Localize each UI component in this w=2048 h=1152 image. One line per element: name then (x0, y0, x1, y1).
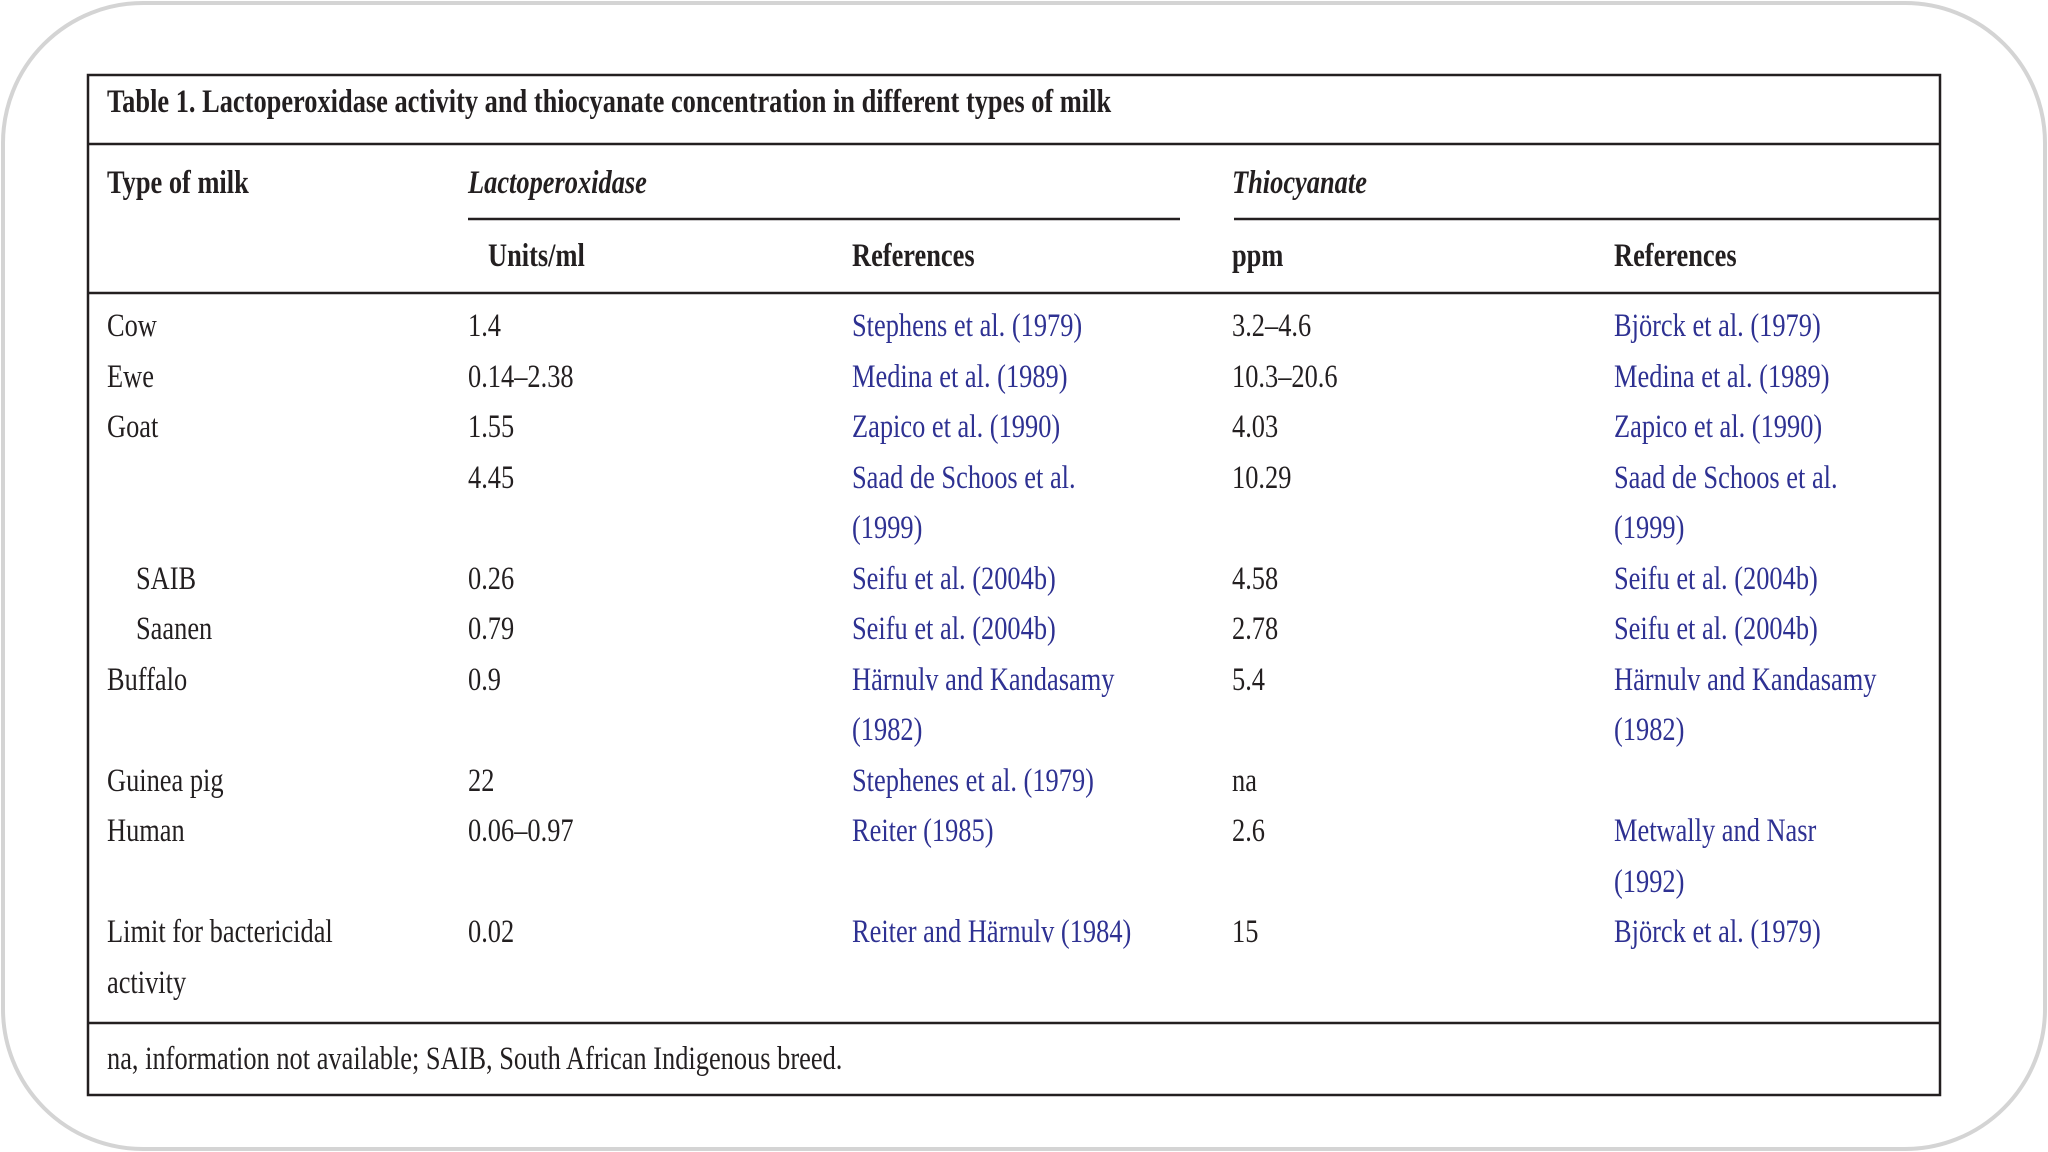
lp-reference: (1982) (852, 712, 923, 748)
scn-reference: (1999) (1614, 510, 1685, 546)
lp-reference: (1999) (852, 510, 923, 546)
scn-ppm: 15 (1232, 914, 1259, 950)
milk-type: Goat (107, 409, 159, 445)
scn-reference: (1992) (1614, 863, 1685, 900)
lp-units: 0.79 (468, 611, 515, 647)
scn-ppm: 10.3–20.6 (1232, 358, 1338, 395)
scn-reference: Saad de Schoos et al. (1614, 459, 1838, 496)
milk-type: Limit for bactericidal (107, 914, 333, 950)
milk-type: Buffalo (107, 661, 188, 698)
lp-reference: Stephens et al. (1979) (852, 308, 1083, 344)
lp-units: 0.02 (468, 914, 515, 950)
scn-reference: Seifu et al. (2004b) (1614, 560, 1818, 597)
scn-reference: Zapico et al. (1990) (1614, 409, 1823, 445)
lp-reference: Reiter (1985) (852, 813, 994, 849)
lp-units: 0.06–0.97 (468, 813, 574, 849)
scn-ppm: 2.78 (1232, 611, 1279, 647)
scn-reference: Björck et al. (1979) (1614, 308, 1821, 344)
lp-reference: Zapico et al. (1990) (852, 409, 1061, 445)
sub-header: References (1614, 238, 1737, 274)
table-title: Table 1. Lactoperoxidase activity and th… (107, 84, 1112, 120)
lp-units: 1.55 (468, 409, 515, 445)
milk-type: Human (107, 813, 185, 849)
milk-type: Guinea pig (107, 762, 224, 799)
lp-units: 4.45 (468, 459, 515, 496)
lp-units: 0.14–2.38 (468, 358, 574, 395)
lp-units: 22 (468, 762, 495, 799)
scn-ppm: 3.2–4.6 (1232, 308, 1312, 344)
column-header: Type of milk (107, 165, 249, 201)
scn-reference: Seifu et al. (2004b) (1614, 611, 1818, 647)
scn-ppm: na (1232, 762, 1257, 799)
sub-header: ppm (1232, 238, 1284, 274)
footnote: na, information not available; SAIB, Sou… (107, 1041, 843, 1077)
scn-ppm: 2.6 (1232, 813, 1265, 849)
milk-type: activity (107, 964, 187, 1001)
sub-header: References (852, 238, 975, 274)
lp-reference: Medina et al. (1989) (852, 358, 1068, 395)
scn-reference: (1982) (1614, 712, 1685, 748)
scn-reference: Björck et al. (1979) (1614, 914, 1821, 950)
milk-type: SAIB (136, 560, 197, 597)
lp-reference: Seifu et al. (2004b) (852, 560, 1056, 597)
lp-reference: Seifu et al. (2004b) (852, 611, 1056, 647)
scn-reference: Härnulv and Kandasamy (1614, 661, 1877, 698)
lp-reference: Stephenes et al. (1979) (852, 762, 1094, 799)
lp-units: 0.26 (468, 560, 515, 597)
scn-reference: Metwally and Nasr (1614, 813, 1817, 849)
column-header: Lactoperoxidase (468, 165, 647, 201)
scn-ppm: 5.4 (1232, 661, 1265, 698)
lp-units: 1.4 (468, 308, 501, 344)
sub-header: Units/ml (488, 238, 585, 274)
scn-ppm: 4.03 (1232, 409, 1279, 445)
milk-type: Ewe (107, 358, 154, 395)
scn-ppm: 4.58 (1232, 560, 1279, 597)
scn-ppm: 10.29 (1232, 459, 1292, 496)
table-border (86, 73, 1942, 1097)
milk-type: Cow (107, 308, 157, 344)
lp-reference: Reiter and Härnulv (1984) (852, 914, 1132, 950)
lp-reference: Härnulv and Kandasamy (852, 661, 1115, 698)
scn-reference: Medina et al. (1989) (1614, 358, 1830, 395)
column-header: Thiocyanate (1232, 165, 1367, 201)
lp-reference: Saad de Schoos et al. (852, 459, 1076, 496)
milk-type: Saanen (136, 611, 213, 647)
lp-units: 0.9 (468, 661, 501, 698)
